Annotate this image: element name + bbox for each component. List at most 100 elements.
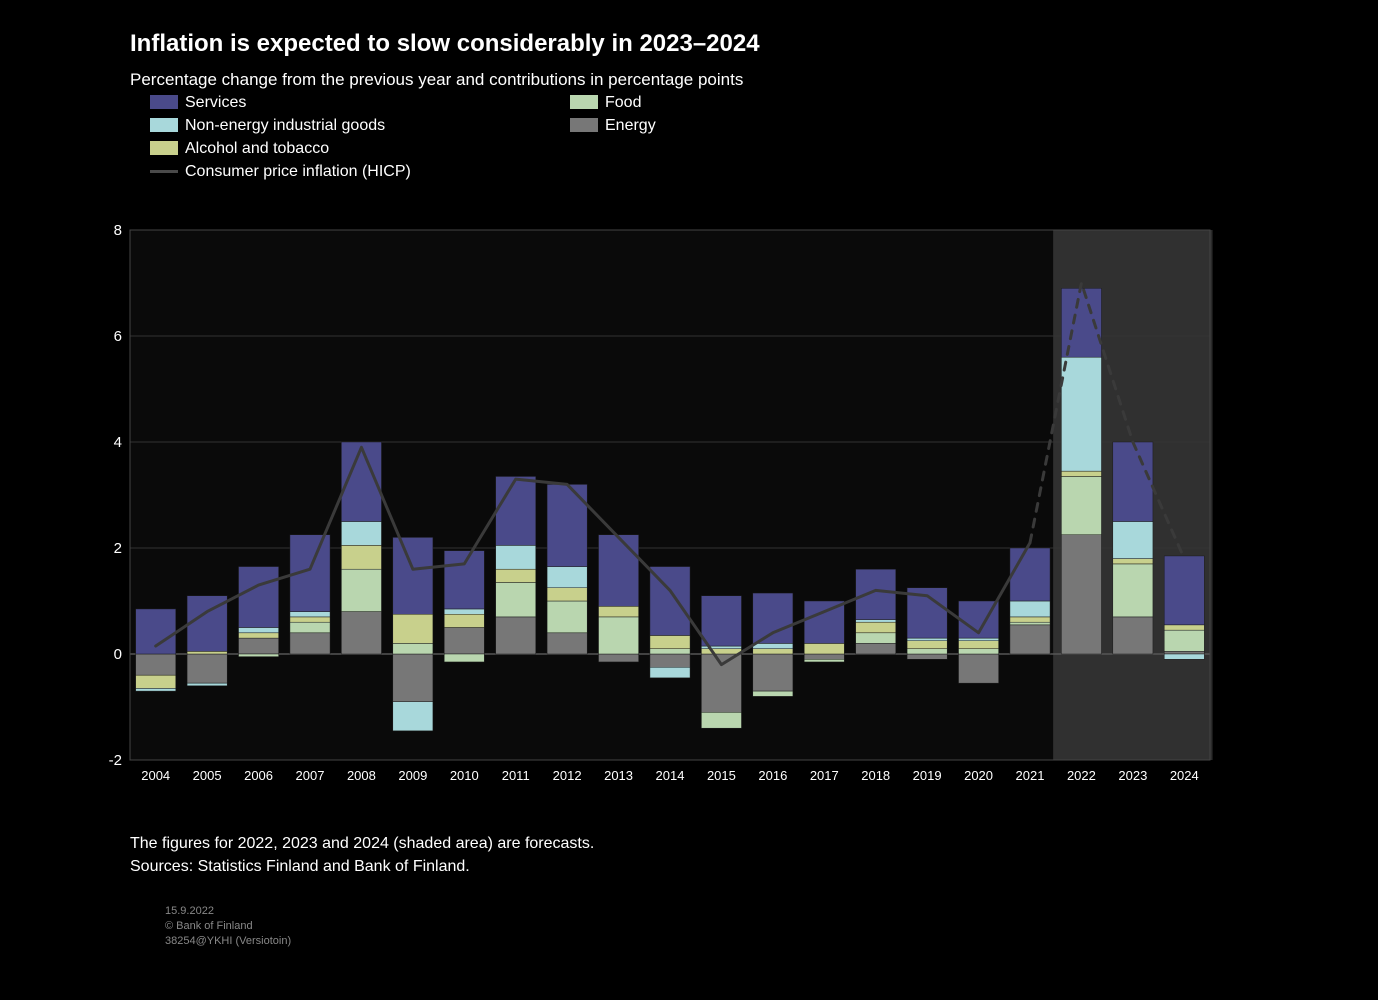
x-tick-label: 2014 xyxy=(650,768,690,783)
bar-alcohol xyxy=(1113,559,1153,564)
chart-title: Inflation is expected to slow considerab… xyxy=(130,30,760,58)
bar-energy xyxy=(444,628,484,655)
bar-alcohol xyxy=(907,641,947,649)
fineprint: © Bank of Finland xyxy=(165,920,253,932)
plot-background xyxy=(130,230,1210,760)
legend-swatch xyxy=(570,95,598,109)
y-tick-label: 6 xyxy=(114,328,122,345)
bar-services xyxy=(444,551,484,609)
bar-alcohol xyxy=(701,649,741,654)
bar-alcohol xyxy=(393,614,433,643)
bar-alcohol xyxy=(239,633,279,638)
bar-alcohol xyxy=(804,643,844,654)
bar-energy xyxy=(341,612,381,654)
legend-swatch xyxy=(150,118,178,132)
bar-services xyxy=(1113,442,1153,522)
bar-goods xyxy=(547,567,587,588)
x-tick-label: 2017 xyxy=(804,768,844,783)
bar-energy xyxy=(907,654,947,659)
bar-food xyxy=(856,633,896,644)
footer-line: Sources: Statistics Finland and Bank of … xyxy=(130,858,470,876)
bar-alcohol xyxy=(753,649,793,654)
bar-energy xyxy=(1061,535,1101,654)
bar-energy xyxy=(187,654,227,683)
bar-energy xyxy=(1113,617,1153,654)
bar-energy xyxy=(753,654,793,691)
bar-alcohol xyxy=(496,569,536,582)
bar-goods xyxy=(650,667,690,678)
bar-food xyxy=(1164,630,1204,651)
bar-food xyxy=(341,569,381,611)
bar-alcohol xyxy=(444,614,484,627)
bar-services xyxy=(701,596,741,646)
bar-alcohol xyxy=(187,651,227,654)
legend-label: Consumer price inflation (HICP) xyxy=(185,163,411,181)
bar-alcohol xyxy=(341,545,381,569)
fineprint: 15.9.2022 xyxy=(165,905,214,917)
bar-food xyxy=(959,649,999,654)
x-tick-label: 2012 xyxy=(547,768,587,783)
bar-food xyxy=(547,601,587,633)
bar-alcohol xyxy=(1164,625,1204,630)
bar-goods xyxy=(856,620,896,623)
bar-food xyxy=(804,659,844,662)
bar-food xyxy=(701,712,741,728)
x-tick-label: 2010 xyxy=(444,768,484,783)
x-tick-label: 2023 xyxy=(1113,768,1153,783)
bar-food xyxy=(290,622,330,633)
legend-label: Alcohol and tobacco xyxy=(185,140,329,158)
bar-food xyxy=(1010,622,1050,625)
bar-energy xyxy=(804,654,844,659)
bar-energy xyxy=(599,654,639,662)
fineprint: 38254@YKHI (Versiotoin) xyxy=(165,935,291,947)
chart-plot xyxy=(130,230,1210,760)
x-tick-label: 2015 xyxy=(701,768,741,783)
bar-food xyxy=(393,643,433,654)
x-tick-label: 2004 xyxy=(136,768,176,783)
bar-food xyxy=(496,582,536,616)
bar-services xyxy=(1010,548,1050,601)
bar-alcohol xyxy=(856,622,896,633)
bar-energy xyxy=(959,654,999,683)
bar-energy xyxy=(290,633,330,654)
bar-services xyxy=(1164,556,1204,625)
x-tick-label: 2007 xyxy=(290,768,330,783)
bar-energy xyxy=(650,654,690,667)
bar-alcohol xyxy=(290,617,330,622)
bar-food xyxy=(753,691,793,696)
bar-alcohol xyxy=(1010,617,1050,622)
legend-label: Services xyxy=(185,94,246,112)
x-tick-label: 2005 xyxy=(187,768,227,783)
x-tick-label: 2019 xyxy=(907,768,947,783)
bar-alcohol xyxy=(599,606,639,617)
bar-goods xyxy=(136,688,176,691)
bar-goods xyxy=(1113,522,1153,559)
bar-goods xyxy=(496,545,536,569)
x-tick-label: 2008 xyxy=(341,768,381,783)
x-tick-label: 2024 xyxy=(1164,768,1204,783)
x-tick-label: 2006 xyxy=(239,768,279,783)
legend-line-swatch xyxy=(150,170,178,173)
bar-goods xyxy=(1010,601,1050,617)
bar-food xyxy=(1113,564,1153,617)
bar-energy xyxy=(1010,625,1050,654)
legend-label: Non-energy industrial goods xyxy=(185,117,385,135)
bar-alcohol xyxy=(959,641,999,649)
bar-food xyxy=(599,617,639,654)
bar-goods xyxy=(187,683,227,686)
bar-energy xyxy=(1164,651,1204,654)
bar-services xyxy=(239,567,279,628)
bar-services xyxy=(393,537,433,614)
legend-swatch xyxy=(150,141,178,155)
legend-swatch xyxy=(570,118,598,132)
x-tick-label: 2018 xyxy=(856,768,896,783)
bar-goods xyxy=(1061,357,1101,471)
y-tick-label: -2 xyxy=(109,752,122,769)
bar-food xyxy=(907,649,947,654)
x-tick-label: 2011 xyxy=(496,768,536,783)
bar-services xyxy=(856,569,896,619)
bar-goods xyxy=(239,628,279,633)
legend-label: Energy xyxy=(605,117,656,135)
x-tick-label: 2021 xyxy=(1010,768,1050,783)
legend-swatch xyxy=(150,95,178,109)
